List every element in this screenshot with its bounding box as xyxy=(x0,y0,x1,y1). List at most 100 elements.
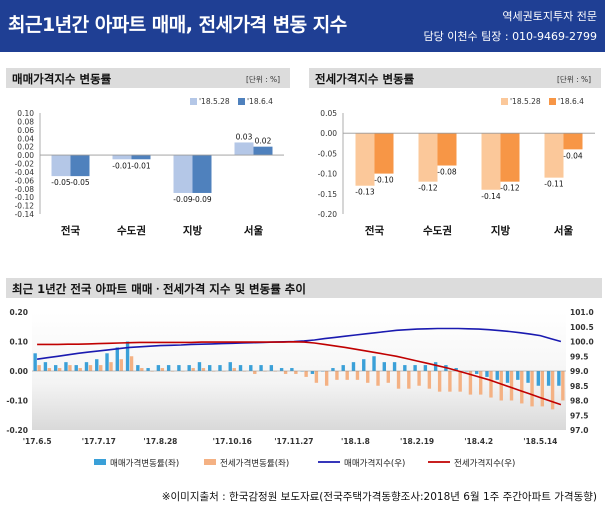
sale-data-label-1-3: 0.02 xyxy=(255,137,272,146)
trend-title: 최근 1년간 전국 아파트 매매ㆍ전세가격 지수 및 변동률 추이 xyxy=(12,282,306,296)
sale-ytick-9: -0.08 xyxy=(15,185,35,194)
jeonse-bar-1-3 xyxy=(563,133,583,150)
trend-bar-sale-19 xyxy=(228,362,232,371)
sale-ytick-7: -0.04 xyxy=(15,168,35,177)
sale-xtick-0: 전국 xyxy=(61,224,81,237)
sale-legend-swatch-0 xyxy=(190,98,197,105)
sale-ytick-6: -0.02 xyxy=(15,160,35,169)
trend-bar-jeonse-25 xyxy=(294,371,298,374)
trend-bar-jeonse-5 xyxy=(88,365,93,371)
trend-bar-sale-34 xyxy=(382,362,386,371)
jeonse-data-label-1-3: -0.04 xyxy=(563,151,583,160)
trend-bar-sale-8 xyxy=(115,347,119,371)
trend-xtick-5: '18.1.8 xyxy=(341,437,370,446)
trend-bar-sale-35 xyxy=(392,362,397,371)
header-company: 역세권토지투자 전문 xyxy=(502,10,597,23)
trend-bar-sale-36 xyxy=(403,365,407,371)
trend-bar-sale-6 xyxy=(95,359,99,371)
sale-data-label-0-3: 0.03 xyxy=(236,132,253,141)
trend-bar-jeonse-42 xyxy=(468,371,473,395)
trend-bar-sale-1 xyxy=(43,362,48,371)
trend-bar-jeonse-38 xyxy=(427,371,432,389)
trend-bar-jeonse-15 xyxy=(191,368,195,371)
jeonse-ytick-5: -0.20 xyxy=(318,210,338,219)
jeonse-ytick-1: 0.00 xyxy=(320,129,337,138)
trend-bar-jeonse-2 xyxy=(57,368,62,371)
trend-bar-jeonse-51 xyxy=(561,371,565,401)
jeonse-data-label-1-2: -0.12 xyxy=(500,184,520,193)
trend-bar-sale-23 xyxy=(269,365,274,371)
trend-bar-jeonse-0 xyxy=(37,365,41,371)
trend-xtick-0: '17.6.5 xyxy=(23,437,52,446)
header-contact: 담당 이천수 팀장 : 010-9469-2799 xyxy=(423,30,597,43)
trend-bar-sale-44 xyxy=(485,371,489,377)
trend-bar-jeonse-27 xyxy=(314,371,319,383)
sale-ytick-0: 0.10 xyxy=(17,109,34,118)
sale-xtick-3: 서울 xyxy=(244,224,264,237)
sale-ytick-3: 0.04 xyxy=(17,134,34,143)
sale-bar-0-0 xyxy=(51,155,71,177)
trend-bar-jeonse-46 xyxy=(509,371,514,401)
jeonse-ytick-2: -0.05 xyxy=(318,149,338,158)
trend-xtick-4: '17.11.27 xyxy=(274,437,313,446)
trend-yleft-tick-2: 0.00 xyxy=(9,367,28,376)
sale-bar-1-3 xyxy=(253,146,273,156)
jeonse-change-chart: 전세가격지수 변동률 [단위 : %] '18.5.28 '18.6.4 0.05 0.0… xyxy=(309,68,601,237)
trend-bar-jeonse-33 xyxy=(376,371,380,386)
sale-unit-label: [단위 : %] xyxy=(246,74,280,84)
trend-bar-sale-49 xyxy=(536,371,541,386)
trend-bar-jeonse-44 xyxy=(489,371,493,398)
sale-legend-label-1: '18.6.4 xyxy=(247,97,273,106)
trend-legend-swatch-0 xyxy=(94,459,106,465)
trend-line-jeonse-index xyxy=(37,340,562,406)
trend-yleft-tick-4: -0.20 xyxy=(6,426,28,435)
trend-yright-tick-2: 100.0 xyxy=(570,338,594,347)
jeonse-bar-1-1 xyxy=(437,133,457,166)
trend-bar-jeonse-6 xyxy=(99,365,103,371)
trend-bar-sale-17 xyxy=(208,365,212,371)
jeonse-bar-1-2 xyxy=(500,133,520,182)
sale-ytick-8: -0.06 xyxy=(15,176,35,185)
trend-xtick-2: '17.8.28 xyxy=(143,437,177,446)
sale-ytick-11: -0.12 xyxy=(15,202,35,211)
jeonse-title: 전세가격지수 변동률 xyxy=(315,72,415,86)
sale-data-label-1-0: -0.05 xyxy=(70,178,90,187)
trend-bar-jeonse-4 xyxy=(78,368,82,371)
sale-change-chart-panel: 매매가격지수 변동률 [단위 : %] '18.5.28'18.6.4 0.10 0.0… xyxy=(6,68,290,250)
trend-xtick-1: '17.7.17 xyxy=(82,437,116,446)
trend-bar-jeonse-48 xyxy=(530,371,534,407)
trend-bar-jeonse-50 xyxy=(550,371,555,410)
trend-bar-jeonse-29 xyxy=(335,371,339,380)
sale-data-label-0-2: -0.09 xyxy=(173,195,193,204)
trend-bar-jeonse-26 xyxy=(304,371,308,377)
sale-title-strip xyxy=(6,68,290,88)
trend-bar-sale-46 xyxy=(505,371,510,383)
trend-bar-jeonse-28 xyxy=(324,371,329,386)
trend-legend-label-2: 매매가격지수(우) xyxy=(344,458,405,469)
jeonse-legend-swatch-0 xyxy=(501,98,508,105)
trend-bar-jeonse-9 xyxy=(129,356,134,371)
trend-bar-sale-18 xyxy=(218,365,222,371)
trend-bar-jeonse-30 xyxy=(345,371,349,380)
jeonse-xtick-3: 서울 xyxy=(554,224,574,237)
jeonse-bar-0-1 xyxy=(418,133,438,182)
jeonse-data-label-0-2: -0.14 xyxy=(481,192,501,201)
sale-legend-swatch-1 xyxy=(238,98,245,105)
trend-xtick-3: '17.10.16 xyxy=(213,437,252,446)
sale-ytick-10: -0.10 xyxy=(15,193,35,202)
trend-yright-tick-1: 100.5 xyxy=(570,323,594,332)
sale-bar-1-0 xyxy=(70,155,90,177)
trend-bar-sale-3 xyxy=(64,362,68,371)
trend-yright-tick-8: 97.0 xyxy=(570,426,589,435)
trend-bar-jeonse-47 xyxy=(520,371,524,404)
trend-bar-jeonse-24 xyxy=(283,371,288,374)
trend-title-strip xyxy=(6,278,602,298)
trend-bar-sale-29 xyxy=(331,368,335,371)
sale-ytick-1: 0.08 xyxy=(17,117,34,126)
trend-bar-sale-37 xyxy=(413,365,417,371)
jeonse-title-strip xyxy=(309,68,601,88)
sale-ytick-12: -0.14 xyxy=(15,210,35,219)
trend-bar-jeonse-21 xyxy=(253,371,257,374)
trend-bar-jeonse-1 xyxy=(47,368,52,371)
trend-bar-sale-47 xyxy=(516,371,520,380)
